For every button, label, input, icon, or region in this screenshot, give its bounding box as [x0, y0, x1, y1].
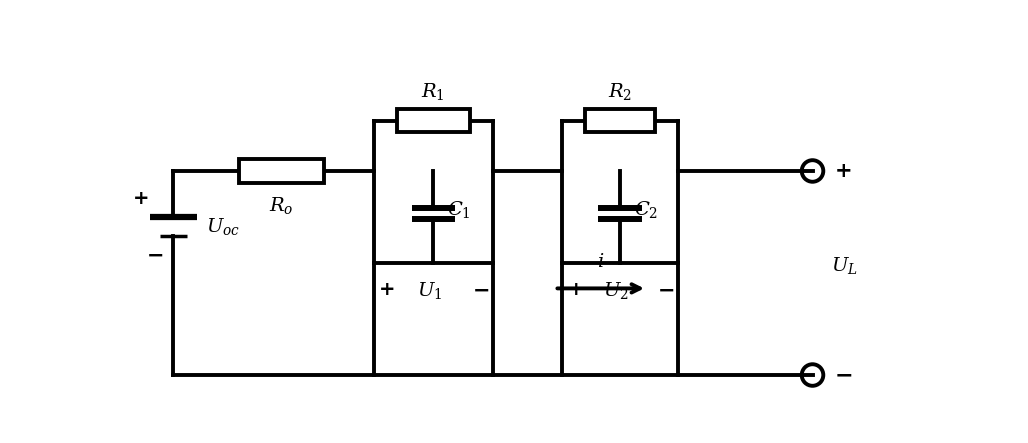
- Text: +: +: [835, 161, 852, 181]
- Text: −: −: [147, 246, 164, 266]
- Text: −: −: [835, 365, 853, 385]
- Text: $R_2$: $R_2$: [608, 81, 632, 102]
- Text: −: −: [658, 280, 675, 300]
- Text: $U_{oc}$: $U_{oc}$: [206, 216, 240, 237]
- Text: +: +: [133, 189, 149, 208]
- Text: +: +: [379, 280, 396, 299]
- Text: −: −: [473, 280, 490, 300]
- Text: $U_L$: $U_L$: [831, 255, 857, 276]
- Text: $C_2$: $C_2$: [634, 199, 658, 220]
- Text: $R_1$: $R_1$: [421, 81, 445, 102]
- Text: $U_1$: $U_1$: [417, 280, 442, 301]
- Text: +: +: [567, 280, 584, 299]
- Text: $U_2$: $U_2$: [603, 280, 629, 301]
- Text: $i$: $i$: [597, 253, 604, 272]
- Text: $C_1$: $C_1$: [447, 199, 471, 220]
- Text: $R_o$: $R_o$: [269, 195, 294, 216]
- Bar: [585, 109, 655, 132]
- Bar: [397, 109, 470, 132]
- Bar: [238, 159, 324, 183]
